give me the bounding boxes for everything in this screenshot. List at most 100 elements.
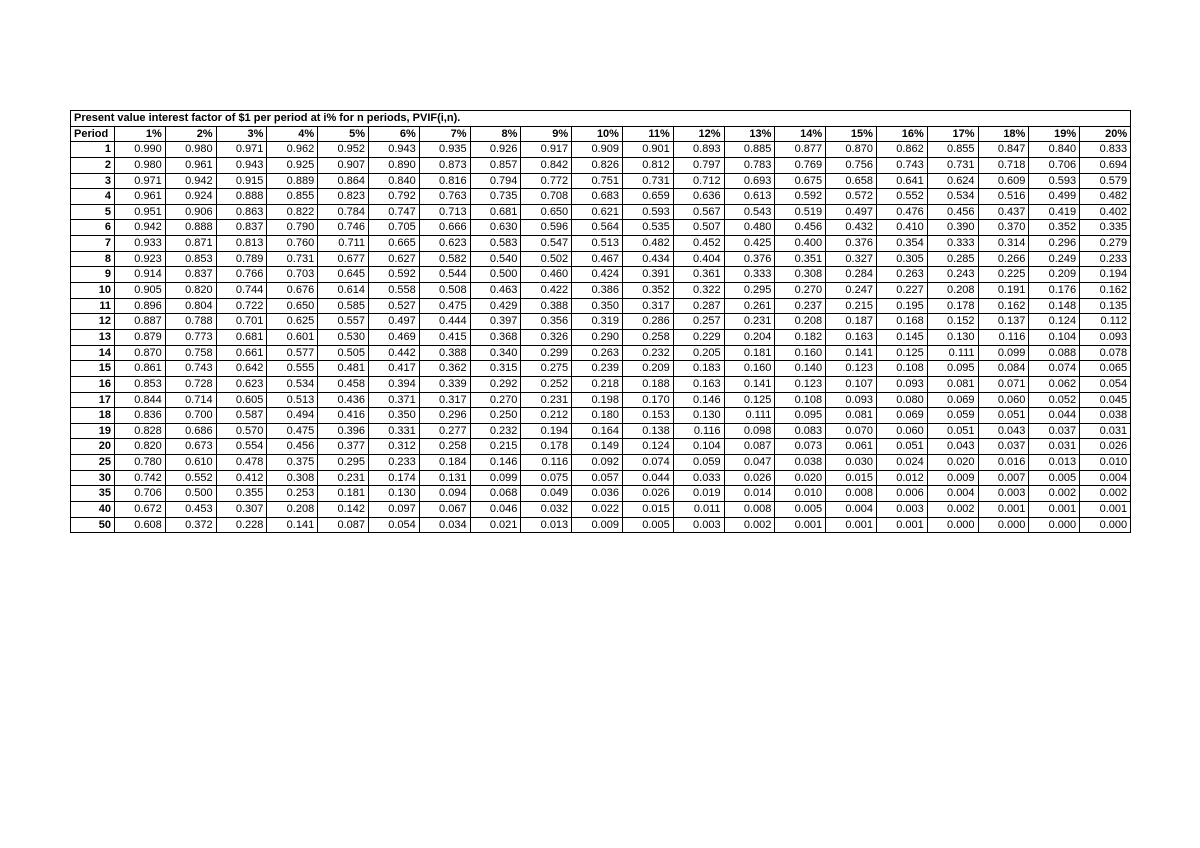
period-cell: 35 <box>71 486 115 502</box>
value-cell: 0.037 <box>978 439 1029 455</box>
value-cell: 0.609 <box>978 173 1029 189</box>
period-cell: 9 <box>71 267 115 283</box>
value-cell: 0.482 <box>622 236 673 252</box>
value-cell: 0.170 <box>622 392 673 408</box>
value-cell: 0.579 <box>1080 173 1131 189</box>
value-cell: 0.312 <box>368 439 419 455</box>
value-cell: 0.826 <box>572 157 623 173</box>
value-cell: 0.016 <box>978 455 1029 471</box>
value-cell: 0.305 <box>876 251 927 267</box>
value-cell: 0.497 <box>826 204 877 220</box>
value-cell: 0.879 <box>115 329 166 345</box>
value-cell: 0.333 <box>927 236 978 252</box>
value-cell: 0.862 <box>876 142 927 158</box>
value-cell: 0.708 <box>521 189 572 205</box>
value-cell: 0.081 <box>826 408 877 424</box>
value-cell: 0.006 <box>876 486 927 502</box>
value-cell: 0.706 <box>1029 157 1080 173</box>
value-cell: 0.124 <box>1029 314 1080 330</box>
value-cell: 0.123 <box>826 361 877 377</box>
value-cell: 0.422 <box>521 283 572 299</box>
value-cell: 0.011 <box>673 502 724 518</box>
period-cell: 10 <box>71 283 115 299</box>
value-cell: 0.456 <box>267 439 318 455</box>
value-cell: 0.971 <box>115 173 166 189</box>
value-cell: 0.092 <box>572 455 623 471</box>
value-cell: 0.292 <box>470 376 521 392</box>
value-cell: 0.943 <box>216 157 267 173</box>
value-cell: 0.816 <box>419 173 470 189</box>
value-cell: 0.758 <box>165 345 216 361</box>
value-cell: 0.339 <box>419 376 470 392</box>
column-header: 11% <box>622 126 673 142</box>
value-cell: 0.701 <box>216 314 267 330</box>
value-cell: 0.813 <box>216 236 267 252</box>
value-cell: 0.183 <box>673 361 724 377</box>
column-header: 4% <box>267 126 318 142</box>
column-header: 13% <box>724 126 775 142</box>
value-cell: 0.111 <box>927 345 978 361</box>
value-cell: 0.419 <box>1029 204 1080 220</box>
value-cell: 0.061 <box>826 439 877 455</box>
column-header: 5% <box>318 126 369 142</box>
value-cell: 0.837 <box>216 220 267 236</box>
value-cell: 0.476 <box>876 204 927 220</box>
value-cell: 0.252 <box>521 376 572 392</box>
value-cell: 0.942 <box>165 173 216 189</box>
value-cell: 0.650 <box>521 204 572 220</box>
value-cell: 0.054 <box>368 517 419 533</box>
value-cell: 0.024 <box>876 455 927 471</box>
value-cell: 0.429 <box>470 298 521 314</box>
value-cell: 0.209 <box>1029 267 1080 283</box>
value-cell: 0.351 <box>775 251 826 267</box>
value-cell: 0.033 <box>673 470 724 486</box>
value-cell: 0.554 <box>216 439 267 455</box>
value-cell: 0.666 <box>419 220 470 236</box>
value-cell: 0.636 <box>673 189 724 205</box>
value-cell: 0.388 <box>521 298 572 314</box>
table-row: 400.6720.4530.3070.2080.1420.0970.0670.0… <box>71 502 1131 518</box>
value-cell: 0.062 <box>1029 376 1080 392</box>
value-cell: 0.140 <box>775 361 826 377</box>
value-cell: 0.208 <box>927 283 978 299</box>
value-cell: 0.456 <box>775 220 826 236</box>
value-cell: 0.008 <box>826 486 877 502</box>
value-cell: 0.453 <box>165 502 216 518</box>
value-cell: 0.013 <box>521 517 572 533</box>
value-cell: 0.000 <box>927 517 978 533</box>
column-header: 18% <box>978 126 1029 142</box>
value-cell: 0.071 <box>978 376 1029 392</box>
value-cell: 0.215 <box>470 439 521 455</box>
value-cell: 0.111 <box>724 408 775 424</box>
period-cell: 15 <box>71 361 115 377</box>
value-cell: 0.917 <box>521 142 572 158</box>
table-row: 350.7060.5000.3550.2530.1810.1300.0940.0… <box>71 486 1131 502</box>
value-cell: 0.659 <box>622 189 673 205</box>
value-cell: 0.068 <box>470 486 521 502</box>
value-cell: 0.513 <box>572 236 623 252</box>
header-row: Period 1%2%3%4%5%6%7%8%9%10%11%12%13%14%… <box>71 126 1131 142</box>
value-cell: 0.057 <box>572 470 623 486</box>
value-cell: 0.942 <box>115 220 166 236</box>
value-cell: 0.198 <box>572 392 623 408</box>
value-cell: 0.093 <box>826 392 877 408</box>
value-cell: 0.760 <box>267 236 318 252</box>
value-cell: 0.375 <box>267 455 318 471</box>
table-row: 180.8360.7000.5870.4940.4160.3500.2960.2… <box>71 408 1131 424</box>
value-cell: 0.043 <box>978 423 1029 439</box>
value-cell: 0.107 <box>826 376 877 392</box>
value-cell: 0.124 <box>622 439 673 455</box>
value-cell: 0.116 <box>521 455 572 471</box>
value-cell: 0.296 <box>419 408 470 424</box>
value-cell: 0.233 <box>1080 251 1131 267</box>
value-cell: 0.820 <box>165 283 216 299</box>
value-cell: 0.049 <box>521 486 572 502</box>
value-cell: 0.766 <box>216 267 267 283</box>
value-cell: 0.376 <box>724 251 775 267</box>
value-cell: 0.458 <box>318 376 369 392</box>
value-cell: 0.893 <box>673 142 724 158</box>
value-cell: 0.863 <box>216 204 267 220</box>
value-cell: 0.630 <box>470 220 521 236</box>
period-cell: 12 <box>71 314 115 330</box>
table-row: 60.9420.8880.8370.7900.7460.7050.6660.63… <box>71 220 1131 236</box>
